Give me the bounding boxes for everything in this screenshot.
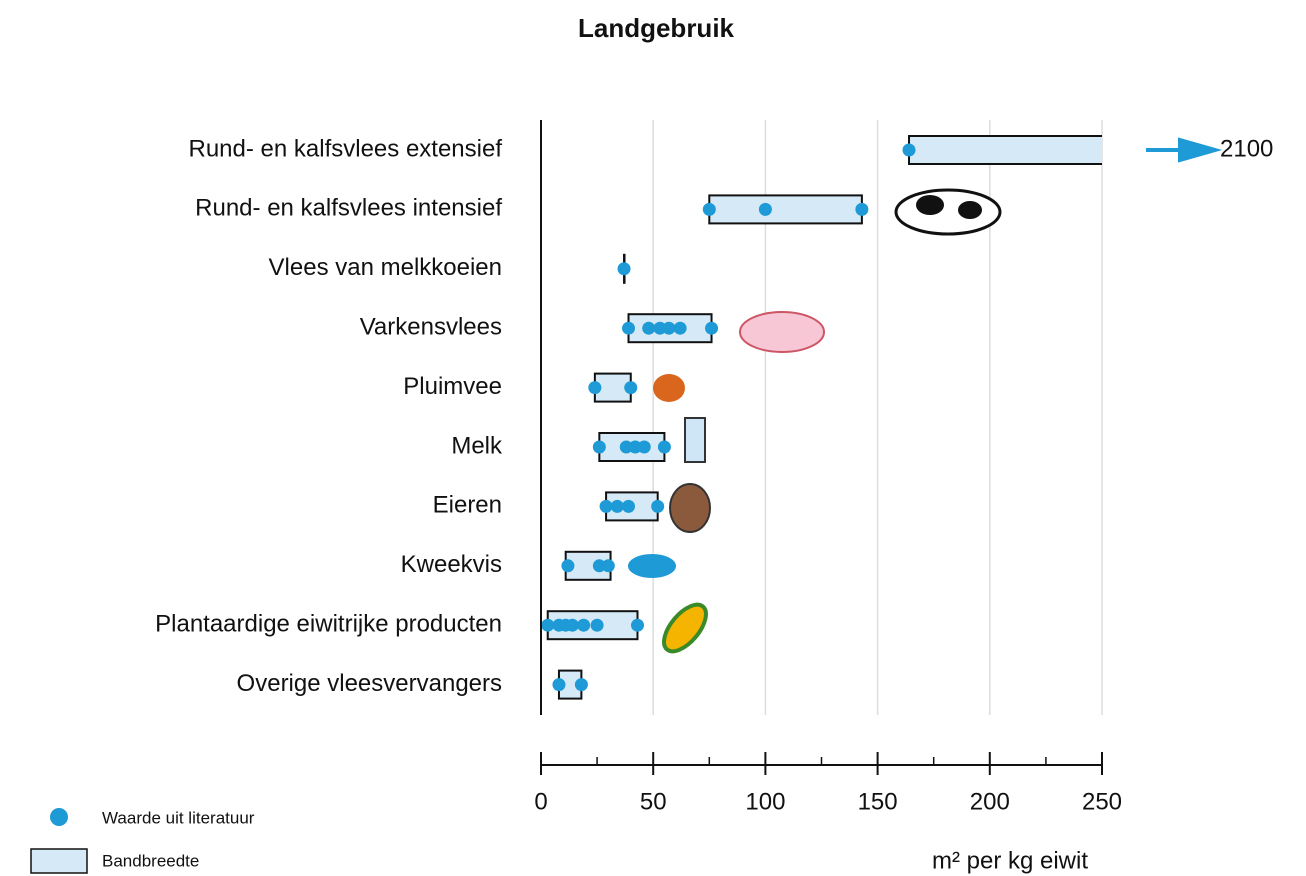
literature-point <box>577 618 591 632</box>
literature-point <box>565 618 579 632</box>
literature-point <box>642 321 656 335</box>
y-category-label: Melk <box>451 432 503 459</box>
chart-title: Landgebruik <box>578 13 735 43</box>
x-tick-label: 200 <box>970 788 1010 815</box>
literature-point <box>673 321 687 335</box>
literature-point <box>590 618 604 632</box>
literature-point <box>622 499 636 513</box>
literature-point <box>702 202 716 216</box>
pig-icon <box>739 311 825 353</box>
literature-point <box>561 559 575 573</box>
corn-icon <box>662 602 708 654</box>
icons <box>628 188 1002 654</box>
overflow-arrow <box>1146 137 1223 163</box>
literature-point <box>630 618 644 632</box>
chicken-icon <box>653 374 685 402</box>
range-bar <box>708 194 863 225</box>
literature-point <box>637 440 651 454</box>
x-tick-label: 150 <box>858 788 898 815</box>
literature-point <box>619 440 633 454</box>
literature-point <box>574 678 588 692</box>
literature-point <box>902 143 916 157</box>
y-category-label: Eieren <box>433 492 502 519</box>
y-category-label: Pluimvee <box>403 373 502 400</box>
x-tick-label: 100 <box>745 788 785 815</box>
literature-point <box>610 499 624 513</box>
literature-point <box>855 202 869 216</box>
y-category-label: Vlees van melkkoeien <box>269 254 502 281</box>
literature-point <box>624 381 638 395</box>
milk-icon <box>684 417 706 463</box>
y-category-label: Overige vleesvervangers <box>237 670 502 697</box>
literature-point <box>662 321 676 335</box>
legend-point-symbol <box>50 808 68 826</box>
x-tick-label: 250 <box>1082 788 1122 815</box>
y-category-label: Plantaardige eiwitrijke producten <box>155 611 502 638</box>
y-category-label: Kweekvis <box>401 551 502 578</box>
legend-range-label: Bandbreedte <box>102 851 199 870</box>
y-category-label: Varkensvlees <box>360 314 502 341</box>
literature-point <box>588 381 602 395</box>
literature-point <box>628 440 642 454</box>
literature-point <box>651 499 665 513</box>
y-category-label: Rund- en kalfsvlees extensief <box>189 135 503 162</box>
literature-point <box>592 440 606 454</box>
y-category-label: Rund- en kalfsvlees intensief <box>195 195 502 222</box>
literature-point <box>653 321 667 335</box>
literature-point <box>617 262 631 276</box>
cow-spot <box>958 201 982 219</box>
cow-spot <box>916 195 944 215</box>
x-tick-label: 0 <box>534 788 547 815</box>
literature-point <box>592 559 606 573</box>
literature-point <box>541 618 555 632</box>
literature-point <box>657 440 671 454</box>
range-bar <box>908 135 1102 165</box>
literature-point <box>601 559 615 573</box>
x-tick-label: 50 <box>640 788 667 815</box>
literature-point <box>552 678 566 692</box>
legend-range-symbol <box>30 848 88 874</box>
x-axis-label: m² per kg eiwit <box>932 847 1088 874</box>
cow-icon <box>894 188 1002 236</box>
literature-point <box>758 202 772 216</box>
foreground: 0 50 100 150 200 250 Rund- en kalfsvlees exten… <box>155 135 1273 815</box>
literature-point <box>622 321 636 335</box>
literature-point <box>705 321 719 335</box>
fish-icon <box>628 554 676 578</box>
legend-point-label: Waarde uit literatuur <box>102 808 255 827</box>
overflow-value-label: 2100 <box>1220 135 1273 162</box>
literature-point <box>599 499 613 513</box>
egg-icon <box>669 483 711 533</box>
